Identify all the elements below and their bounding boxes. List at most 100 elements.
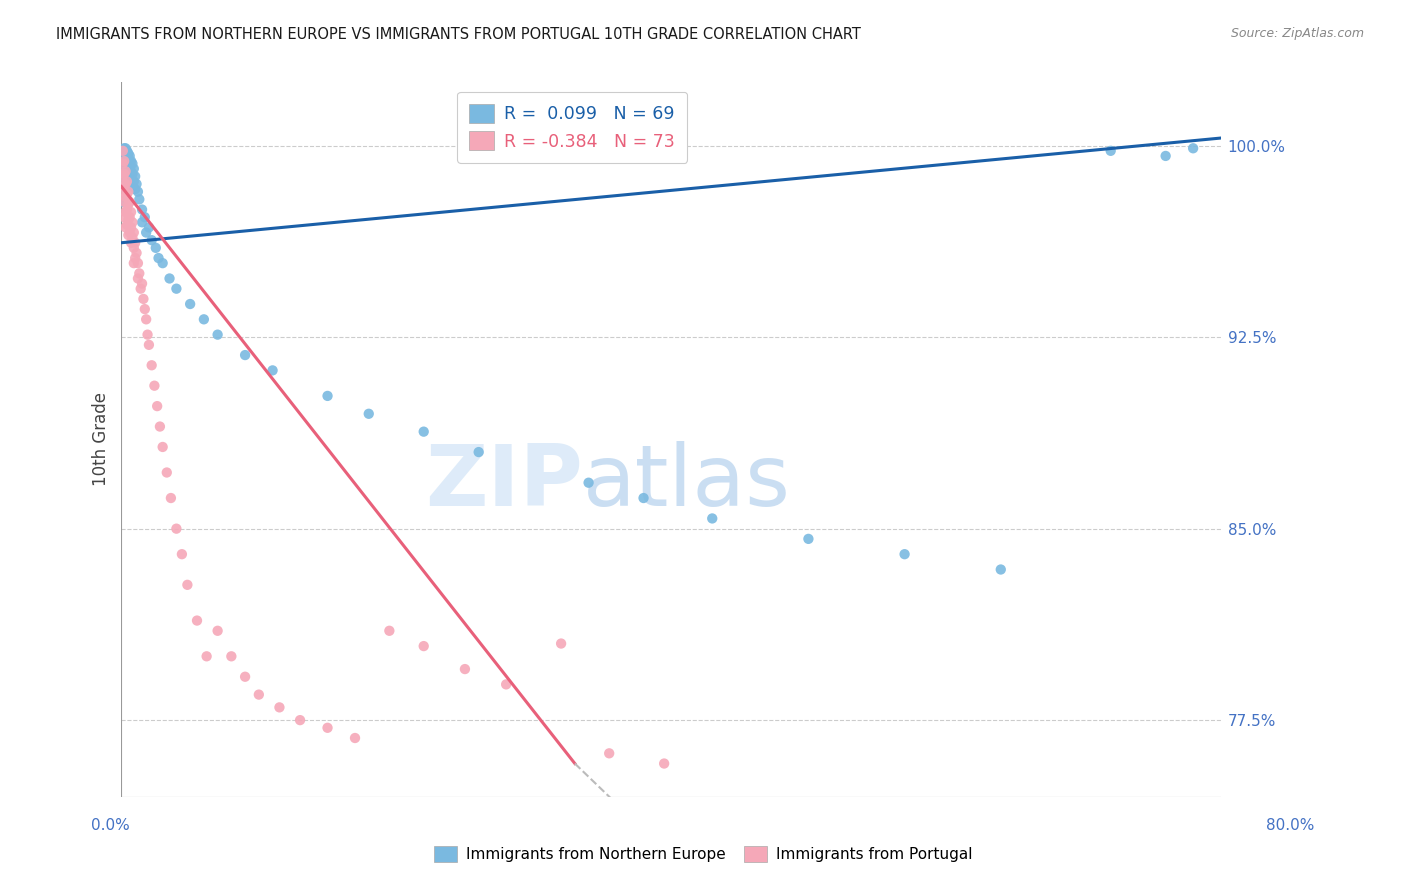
Point: [316, 389, 339, 403]
Point: [127, 256, 149, 270]
Point: [160, 491, 183, 505]
Point: [186, 614, 208, 628]
Text: Source: ZipAtlas.com: Source: ZipAtlas.com: [1230, 27, 1364, 40]
Point: [146, 399, 169, 413]
Point: [262, 363, 284, 377]
Point: [121, 215, 143, 229]
Point: [114, 146, 136, 161]
Point: [990, 562, 1012, 576]
Point: [122, 161, 145, 176]
Point: [120, 220, 142, 235]
Point: [633, 491, 655, 505]
Point: [578, 475, 600, 490]
Point: [117, 174, 139, 188]
Point: [156, 466, 179, 480]
Point: [114, 177, 136, 191]
Point: [122, 256, 145, 270]
Point: [114, 177, 136, 191]
Point: [149, 419, 172, 434]
Point: [117, 228, 139, 243]
Point: [143, 378, 166, 392]
Point: [357, 407, 380, 421]
Point: [122, 241, 145, 255]
Point: [115, 144, 138, 158]
Point: [118, 159, 141, 173]
Point: [145, 241, 167, 255]
Point: [893, 547, 915, 561]
Point: [115, 167, 138, 181]
Point: [118, 211, 141, 225]
Point: [111, 164, 134, 178]
Y-axis label: 10th Grade: 10th Grade: [93, 392, 110, 486]
Point: [112, 159, 135, 173]
Point: [343, 731, 366, 745]
Point: [131, 215, 153, 229]
Point: [598, 747, 620, 761]
Point: [112, 211, 135, 225]
Point: [134, 211, 156, 225]
Point: [121, 230, 143, 244]
Point: [128, 266, 150, 280]
Point: [111, 179, 134, 194]
Point: [316, 721, 339, 735]
Point: [120, 235, 142, 250]
Point: [112, 154, 135, 169]
Point: [454, 662, 477, 676]
Point: [118, 149, 141, 163]
Point: [138, 220, 160, 235]
Point: [121, 179, 143, 194]
Point: [138, 338, 160, 352]
Point: [121, 167, 143, 181]
Point: [288, 713, 311, 727]
Point: [550, 636, 572, 650]
Point: [134, 302, 156, 317]
Text: IMMIGRANTS FROM NORTHERN EUROPE VS IMMIGRANTS FROM PORTUGAL 10TH GRADE CORRELATI: IMMIGRANTS FROM NORTHERN EUROPE VS IMMIG…: [56, 27, 860, 42]
Legend: R =  0.099   N = 69, R = -0.384   N = 73: R = 0.099 N = 69, R = -0.384 N = 73: [457, 92, 688, 162]
Point: [176, 578, 198, 592]
Point: [165, 522, 187, 536]
Point: [115, 202, 138, 217]
Point: [233, 348, 256, 362]
Point: [125, 246, 148, 260]
Point: [247, 688, 270, 702]
Point: [165, 282, 187, 296]
Point: [117, 146, 139, 161]
Point: [233, 670, 256, 684]
Point: [128, 192, 150, 206]
Point: [127, 185, 149, 199]
Point: [122, 174, 145, 188]
Point: [114, 172, 136, 186]
Point: [120, 164, 142, 178]
Point: [115, 174, 138, 188]
Point: [702, 511, 724, 525]
Point: [179, 297, 201, 311]
Point: [127, 271, 149, 285]
Point: [124, 251, 146, 265]
Point: [117, 212, 139, 227]
Point: [136, 327, 159, 342]
Point: [111, 156, 134, 170]
Point: [114, 152, 136, 166]
Point: [117, 164, 139, 178]
Point: [117, 197, 139, 211]
Point: [118, 226, 141, 240]
Point: [131, 277, 153, 291]
Point: [115, 152, 138, 166]
Point: [117, 154, 139, 169]
Point: [131, 202, 153, 217]
Point: [118, 194, 141, 209]
Point: [114, 164, 136, 178]
Point: [122, 226, 145, 240]
Text: 80.0%: 80.0%: [1267, 818, 1315, 832]
Point: [378, 624, 401, 638]
Point: [195, 649, 218, 664]
Point: [1099, 144, 1122, 158]
Point: [111, 169, 134, 184]
Text: ZIP: ZIP: [426, 441, 583, 524]
Point: [114, 220, 136, 235]
Point: [207, 327, 229, 342]
Point: [120, 154, 142, 169]
Point: [121, 156, 143, 170]
Point: [141, 359, 163, 373]
Text: atlas: atlas: [583, 441, 792, 524]
